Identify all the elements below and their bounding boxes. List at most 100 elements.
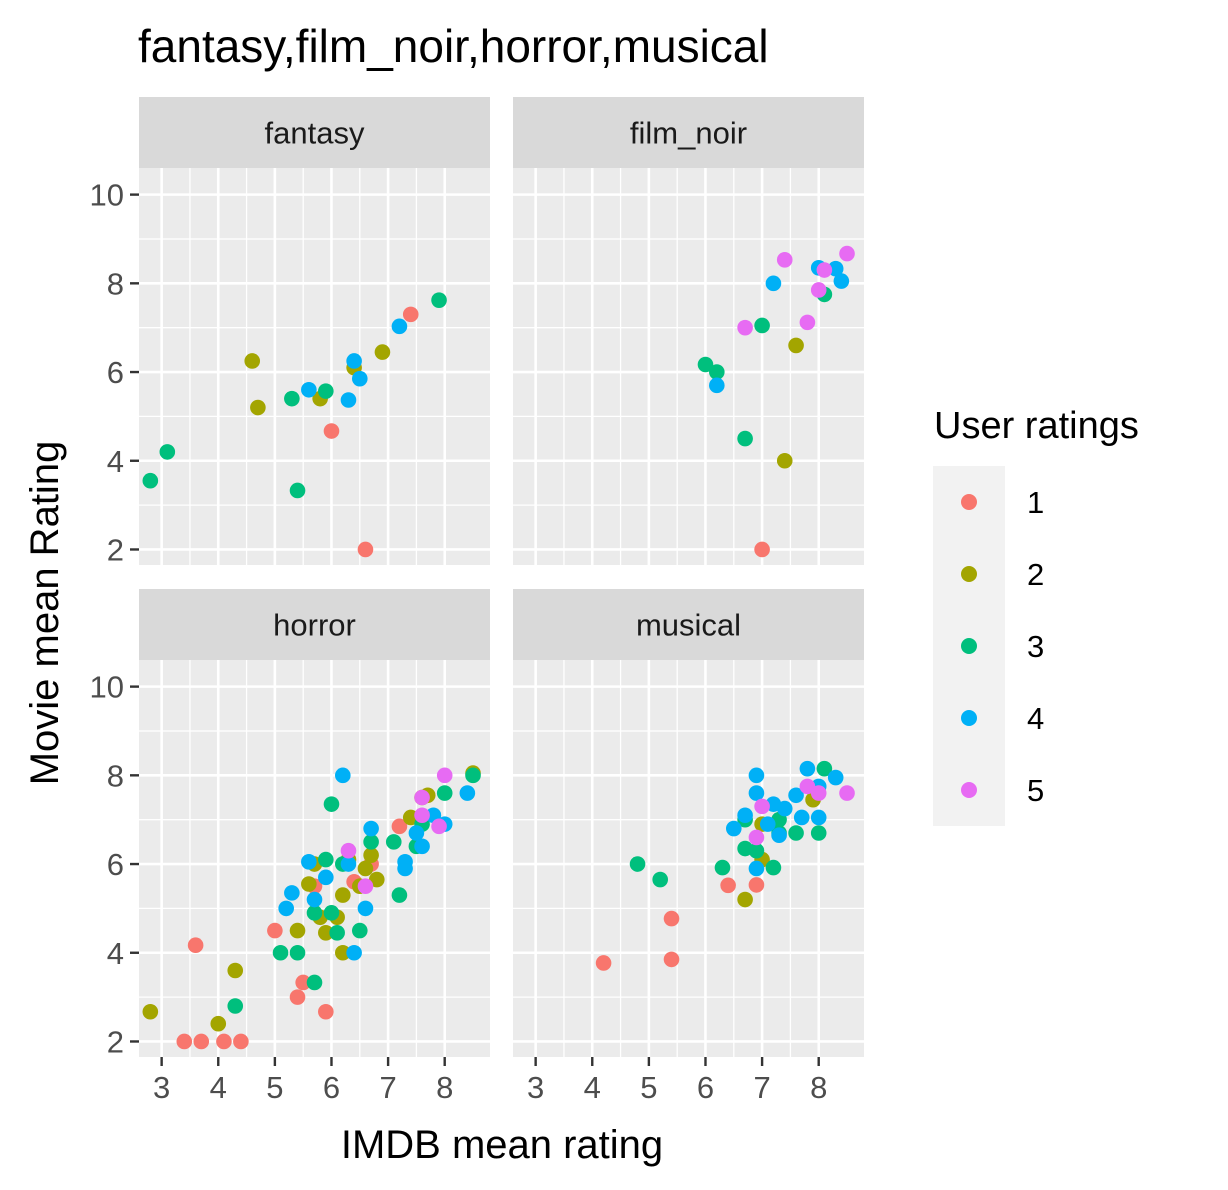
- data-point: [810, 282, 827, 298]
- x-tick-label: 6: [697, 1070, 714, 1105]
- data-point: [351, 370, 368, 387]
- data-point: [335, 887, 351, 903]
- data-point: [340, 392, 357, 408]
- data-point: [272, 944, 289, 961]
- data-point: [351, 922, 368, 939]
- legend-label: 2: [1027, 557, 1044, 592]
- data-point: [335, 767, 351, 784]
- legend-entries: 1 2 3 4 5: [961, 485, 1044, 808]
- data-point: [799, 314, 816, 331]
- data-point: [748, 877, 765, 893]
- data-point: [340, 842, 357, 859]
- facet-strip-label: horror: [273, 608, 356, 643]
- data-point: [748, 785, 765, 801]
- data-point: [709, 377, 725, 394]
- y-tick-label: 6: [107, 847, 124, 882]
- data-point: [827, 769, 844, 786]
- legend-label: 3: [1027, 629, 1044, 664]
- data-point: [357, 900, 374, 917]
- y-tick-label: 10: [90, 670, 124, 705]
- data-point: [436, 785, 453, 801]
- data-point: [391, 818, 408, 835]
- panel-background: [139, 168, 490, 565]
- data-point: [629, 856, 646, 872]
- y-tick-label: 10: [90, 178, 124, 213]
- data-point: [306, 891, 323, 908]
- data-point: [720, 877, 736, 894]
- data-point: [725, 820, 742, 837]
- data-point: [652, 871, 668, 888]
- data-point: [414, 807, 430, 824]
- facet-strip-label: fantasy: [265, 116, 365, 151]
- data-point: [839, 785, 855, 801]
- x-tick-label: 4: [210, 1070, 227, 1105]
- x-tick-label: 8: [436, 1070, 453, 1105]
- y-axis-title: Movie mean Rating: [23, 441, 67, 786]
- data-point: [318, 1003, 334, 1020]
- data-point: [754, 798, 770, 815]
- data-point: [244, 353, 261, 369]
- data-point: [816, 760, 833, 777]
- y-tick-label: 4: [107, 444, 124, 479]
- data-point: [737, 430, 753, 447]
- x-axes: 3 4 5 6 7 8 3 4 5 6 7 8: [153, 1057, 827, 1105]
- data-point: [318, 869, 334, 886]
- data-point: [748, 829, 765, 846]
- data-point: [329, 924, 345, 941]
- data-point: [318, 383, 334, 399]
- data-point: [595, 955, 612, 971]
- data-point: [414, 789, 430, 806]
- x-tick-label: 7: [379, 1070, 396, 1105]
- legend-key-5: [961, 782, 977, 798]
- data-point: [374, 344, 391, 360]
- data-point: [663, 910, 680, 927]
- data-point: [465, 767, 481, 784]
- data-point: [323, 796, 340, 812]
- data-point: [799, 760, 816, 777]
- data-point: [289, 922, 306, 939]
- facet-panel-musical: musical: [513, 589, 864, 1057]
- data-point: [363, 847, 379, 863]
- data-point: [697, 356, 714, 373]
- data-point: [788, 825, 804, 841]
- data-point: [810, 825, 827, 841]
- facet-strip-label: film_noir: [630, 116, 747, 151]
- x-tick-label: 5: [266, 1070, 283, 1105]
- data-point: [714, 859, 731, 876]
- legend-key-1: [961, 494, 977, 510]
- facet-panel-horror: horror: [139, 589, 490, 1057]
- data-point: [227, 962, 244, 979]
- y-tick-label: 4: [107, 936, 124, 971]
- data-point: [318, 851, 334, 868]
- data-point: [810, 809, 827, 826]
- data-point: [216, 1033, 232, 1050]
- x-tick-label: 8: [810, 1070, 827, 1105]
- panel-background: [513, 660, 864, 1057]
- data-point: [788, 337, 804, 354]
- facet-strip: [139, 97, 490, 168]
- data-point: [340, 856, 357, 872]
- data-point: [301, 854, 317, 870]
- y-tick-label: 8: [107, 758, 124, 793]
- data-point: [385, 834, 402, 850]
- data-point: [793, 809, 810, 826]
- data-point: [284, 390, 300, 407]
- data-point: [391, 318, 408, 335]
- data-point: [391, 887, 408, 903]
- data-point: [357, 541, 374, 558]
- data-point: [187, 937, 204, 954]
- data-point: [754, 317, 770, 334]
- data-point: [368, 871, 385, 888]
- data-point: [776, 800, 793, 817]
- data-point: [159, 444, 176, 460]
- data-point: [748, 860, 765, 877]
- x-axis-title: IMDB mean rating: [341, 1123, 663, 1167]
- data-point: [323, 423, 340, 439]
- data-point: [306, 974, 323, 991]
- data-point: [827, 260, 844, 277]
- data-point: [335, 944, 351, 961]
- data-point: [788, 787, 804, 804]
- x-tick-label: 6: [323, 1070, 340, 1105]
